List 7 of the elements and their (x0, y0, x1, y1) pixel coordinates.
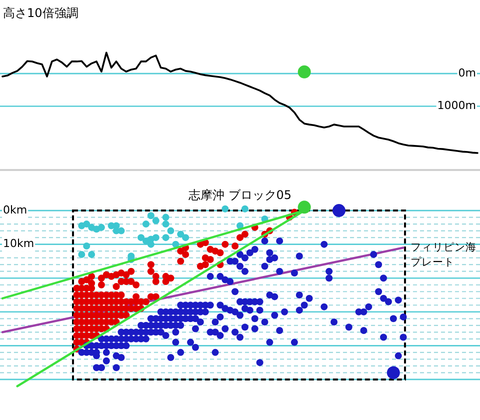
series-label: フィリピン海プレート (410, 241, 476, 268)
text: 志摩沖 ブロック05 (188, 188, 292, 202)
y-tick-label: 0m (458, 66, 476, 80)
y-tick-label: 10km (3, 237, 34, 250)
y-tick-label: 0km (3, 203, 28, 216)
text: 高さ10倍強調 (3, 6, 78, 20)
y-tick-label: 1000m (437, 99, 476, 112)
